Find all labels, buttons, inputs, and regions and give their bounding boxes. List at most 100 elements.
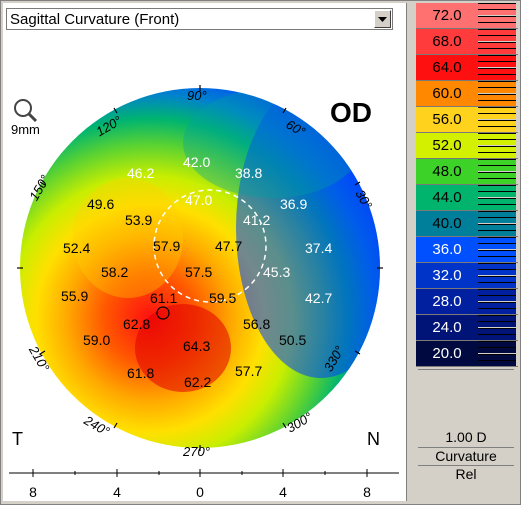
scale-swatch: 48.0 <box>416 159 478 184</box>
value-label: 58.2 <box>101 264 128 280</box>
divider <box>418 369 514 370</box>
scale-step-value: 60.0 <box>432 85 462 102</box>
value-label: 61.8 <box>127 365 154 381</box>
scale-swatch: 44.0 <box>416 185 478 210</box>
value-label: 55.9 <box>61 288 88 304</box>
scale-step-value: 36.0 <box>432 241 462 258</box>
scale-swatch: 68.0 <box>416 29 478 54</box>
value-label: 56.8 <box>243 316 270 332</box>
value-label: 45.3 <box>263 264 290 280</box>
step-size-label: 1.00 D <box>445 429 487 445</box>
x-axis-ruler <box>9 469 399 477</box>
scale-step-value: 52.0 <box>432 137 462 154</box>
scale-tick-column <box>478 3 516 28</box>
scale-step-value: 40.0 <box>432 215 462 232</box>
scale-tick-column <box>478 211 516 236</box>
scale-step: 56.0 <box>416 107 518 133</box>
value-label: 46.2 <box>127 165 154 181</box>
scale-swatch: 36.0 <box>416 237 478 262</box>
value-label: 47.0 <box>185 192 212 208</box>
value-label: 42.7 <box>305 290 332 306</box>
scale-step-value: 24.0 <box>432 319 462 336</box>
scale-step: 40.0 <box>416 211 518 237</box>
scale-step: 32.0 <box>416 263 518 289</box>
scale-step-value: 64.0 <box>432 59 462 76</box>
value-label: 64.3 <box>183 338 210 354</box>
scale-swatch: 72.0 <box>416 3 478 28</box>
color-scale[interactable]: 72.0 68.0 64.0 60.0 56.0 52.0 48.0 44.0 40.0 36.0… <box>416 3 518 367</box>
scale-step: 64.0 <box>416 55 518 81</box>
value-label: 42.0 <box>183 154 210 170</box>
pupil-outline <box>153 189 267 303</box>
color-scale-panel: 72.0 68.0 64.0 60.0 56.0 52.0 48.0 44.0 40.0 36.0… <box>414 3 518 501</box>
scale-step-value: 68.0 <box>432 33 462 50</box>
value-label: 57.9 <box>153 238 180 254</box>
scale-mode-label: Curvature <box>435 448 497 464</box>
x-tick-label: 0 <box>196 484 204 500</box>
scale-tick-column <box>478 133 516 158</box>
scale-tick-column <box>478 29 516 54</box>
topography-map[interactable]: 90° 60° 30° 330° 300° 270° 240° 210° 150… <box>3 3 406 501</box>
scale-swatch: 24.0 <box>416 315 478 340</box>
scale-swatch: 40.0 <box>416 211 478 236</box>
value-label: 37.4 <box>305 240 332 256</box>
x-axis-tick-labels: 8 4 0 4 8 <box>29 484 371 500</box>
panel-splitter[interactable] <box>406 3 414 501</box>
scale-swatch: 28.0 <box>416 289 478 314</box>
scale-step: 48.0 <box>416 159 518 185</box>
scale-tick-column <box>478 107 516 132</box>
scale-step: 36.0 <box>416 237 518 263</box>
topography-map-panel: 90° 60° 30° 330° 300° 270° 240° 210° 150… <box>3 3 406 501</box>
scale-tick-column <box>478 315 516 340</box>
scale-step: 20.0 <box>416 341 518 367</box>
scale-swatch: 64.0 <box>416 55 478 80</box>
corneal-vertex-marker <box>156 306 170 320</box>
axis-ticks <box>17 85 383 451</box>
scale-type-label: Rel <box>455 466 477 482</box>
zoom-magnifier-icon[interactable] <box>14 99 38 123</box>
value-label: 59.0 <box>83 332 110 348</box>
scale-swatch: 32.0 <box>416 263 478 288</box>
scale-step: 60.0 <box>416 81 518 107</box>
scale-tick-column <box>478 237 516 262</box>
view-selector-dropdown[interactable]: Sagittal Curvature (Front) <box>6 8 393 30</box>
scale-tick-column <box>478 55 516 80</box>
scale-swatch: 20.0 <box>416 341 478 366</box>
axis-label-90: 90° <box>187 88 207 103</box>
view-selector-value: Sagittal Curvature (Front) <box>10 11 180 28</box>
value-label: 50.5 <box>279 332 306 348</box>
value-label: 38.8 <box>235 165 262 181</box>
scale-tick-column <box>478 159 516 184</box>
scale-step-value: 56.0 <box>432 111 462 128</box>
scale-swatch: 56.0 <box>416 107 478 132</box>
dropdown-arrow-button[interactable] <box>374 10 391 28</box>
scale-step: 28.0 <box>416 289 518 315</box>
x-tick-label: 8 <box>363 484 371 500</box>
eye-label: OD <box>330 97 372 128</box>
value-label: 62.2 <box>184 374 211 390</box>
scale-step-value: 28.0 <box>432 293 462 310</box>
scale-swatch: 60.0 <box>416 81 478 106</box>
value-label: 47.7 <box>215 238 242 254</box>
scale-step-value: 72.0 <box>432 7 462 24</box>
divider <box>418 447 514 448</box>
scale-step-value: 48.0 <box>432 163 462 180</box>
value-label: 59.5 <box>209 290 236 306</box>
x-tick-label: 8 <box>29 484 37 500</box>
axis-label-270: 270° <box>182 444 210 459</box>
scale-step-value: 32.0 <box>432 267 462 284</box>
scale-step: 44.0 <box>416 185 518 211</box>
scale-step: 52.0 <box>416 133 518 159</box>
scale-step: 68.0 <box>416 29 518 55</box>
value-label: 57.5 <box>185 264 212 280</box>
x-tick-label: 4 <box>279 484 287 500</box>
curvature-values: 42.0 46.2 38.8 49.6 47.0 36.9 53.9 41.2 … <box>61 154 332 390</box>
scale-tick-column <box>478 81 516 106</box>
scale-tick-column <box>478 185 516 210</box>
value-label: 57.7 <box>235 363 262 379</box>
scale-step: 72.0 <box>416 3 518 29</box>
scale-tick-column <box>478 289 516 314</box>
x-tick-label: 4 <box>113 484 121 500</box>
scale-step: 24.0 <box>416 315 518 341</box>
value-label: 41.2 <box>243 212 270 228</box>
